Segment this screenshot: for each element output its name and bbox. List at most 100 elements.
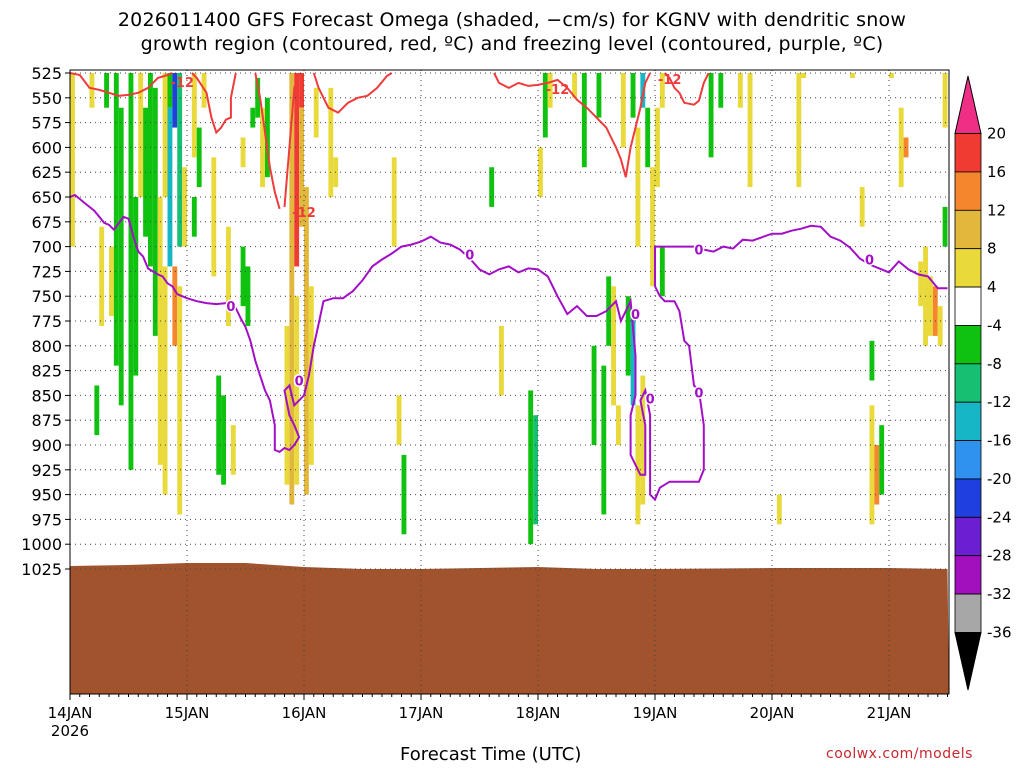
omega-cell xyxy=(396,395,402,445)
colorbar-label: -20 xyxy=(987,470,1012,488)
omega-cell xyxy=(308,286,314,465)
colorbar-label: 4 xyxy=(987,278,997,296)
y-tick-label: 525 xyxy=(31,64,62,83)
freezing-level-label: 0 xyxy=(465,249,474,264)
x-tick-label: 16JAN xyxy=(282,704,327,722)
omega-cell xyxy=(138,73,144,197)
omega-cell xyxy=(260,107,265,188)
colorbar-label: -28 xyxy=(987,547,1012,565)
y-tick-label: 550 xyxy=(31,89,62,108)
plot-frame xyxy=(69,69,950,695)
omega-cell xyxy=(167,73,173,108)
y-tick-label: 950 xyxy=(31,486,62,505)
omega-cell xyxy=(718,73,724,108)
omega-cell xyxy=(216,375,222,475)
y-tick-label: 625 xyxy=(31,163,62,182)
colorbar-band xyxy=(954,516,982,557)
omega-cell xyxy=(547,73,553,108)
colorbar-band xyxy=(954,363,982,403)
omega-cell xyxy=(879,425,885,495)
omega-cell xyxy=(211,157,217,277)
y-tick-label: 925 xyxy=(31,461,62,480)
colorbar-label: 12 xyxy=(987,201,1006,219)
freezing-level-line xyxy=(69,193,948,502)
omega-cell xyxy=(294,296,300,485)
x-axis-title: Forecast Time (UTC) xyxy=(400,744,582,765)
omega-cell xyxy=(918,261,924,307)
omega-shading xyxy=(70,73,948,545)
omega-cell xyxy=(616,405,621,445)
colorbar-arrow-top xyxy=(954,75,982,135)
omega-cell xyxy=(796,73,802,188)
omega-cell xyxy=(620,73,626,148)
x-tick-label: 18JAN xyxy=(516,704,561,722)
omega-cell xyxy=(630,316,636,406)
omega-cell xyxy=(177,286,183,515)
colorbar-label: -8 xyxy=(987,355,1002,373)
omega-cell xyxy=(937,306,943,346)
omega-cell xyxy=(850,73,855,78)
omega-cell xyxy=(226,226,231,326)
omega-cell xyxy=(655,107,660,188)
omega-cell xyxy=(942,73,948,128)
colorbar-band xyxy=(954,286,982,326)
omega-cell xyxy=(230,425,236,475)
omega-cell xyxy=(889,73,894,78)
dendritic-contour xyxy=(191,72,237,135)
y-tick-label: 750 xyxy=(31,287,62,306)
omega-cell xyxy=(874,445,880,505)
omega-cell xyxy=(606,276,612,346)
colorbar-arrow-bottom xyxy=(954,631,982,691)
colorbar-band xyxy=(954,248,982,288)
dendritic-label: -12 xyxy=(546,83,570,98)
colorbar-band xyxy=(954,171,982,211)
y-tick-label: 650 xyxy=(31,188,62,207)
omega-cell xyxy=(650,167,655,287)
y-tick-label: 900 xyxy=(31,436,62,455)
omega-cell xyxy=(265,97,270,178)
freezing-level-label: 0 xyxy=(631,308,640,323)
colorbar-label: -4 xyxy=(987,316,1002,334)
freezing-level-label: 0 xyxy=(865,253,874,268)
y-tick-label: 850 xyxy=(31,386,62,405)
dendritic-contour xyxy=(664,72,710,106)
x-tick-label: 20JAN xyxy=(750,704,795,722)
colorbar-label: -16 xyxy=(987,432,1012,450)
omega-cell xyxy=(133,197,139,376)
omega-cell xyxy=(635,405,641,525)
omega-cell xyxy=(299,73,304,108)
x-tick-label: 17JAN xyxy=(399,704,444,722)
omega-cell xyxy=(313,87,319,138)
omega-cell xyxy=(572,73,577,98)
omega-cell xyxy=(196,127,202,188)
freezing-level-label: 0 xyxy=(295,375,304,390)
y-tick-label: 700 xyxy=(31,238,62,257)
omega-cell xyxy=(113,73,119,366)
x-tick-label: 15JAN xyxy=(165,704,210,722)
dendritic-label: -12 xyxy=(658,73,682,88)
x-tick-label: 21JAN xyxy=(867,704,912,722)
colorbar-label: -36 xyxy=(987,623,1012,641)
omega-cell xyxy=(859,187,865,227)
omega-cell xyxy=(391,157,397,247)
omega-cell xyxy=(109,246,114,317)
omega-cell xyxy=(640,375,646,505)
omega-cell xyxy=(942,206,948,247)
omega-cell xyxy=(255,77,261,118)
omega-cell xyxy=(869,405,875,525)
colorbar-band xyxy=(954,209,982,250)
colorbar-label: 20 xyxy=(987,125,1006,143)
colorbar-band xyxy=(954,593,982,633)
omega-cell xyxy=(928,276,933,336)
dendritic-contour xyxy=(493,72,651,178)
omega-cell xyxy=(903,137,909,158)
y-tick-label: 1000 xyxy=(21,535,62,554)
credit-link[interactable]: coolwx.com/models xyxy=(826,746,973,762)
omega-cell xyxy=(645,107,651,168)
omega-cell xyxy=(625,296,631,376)
omega-cell xyxy=(240,246,246,307)
omega-cell xyxy=(659,73,665,108)
omega-cell xyxy=(250,107,256,128)
colorbar: 20 16 12 8 4 -4 -8 -12 -16 -20 -24 -28 -32 -36 xyxy=(954,75,1012,691)
omega-cell xyxy=(89,73,95,108)
